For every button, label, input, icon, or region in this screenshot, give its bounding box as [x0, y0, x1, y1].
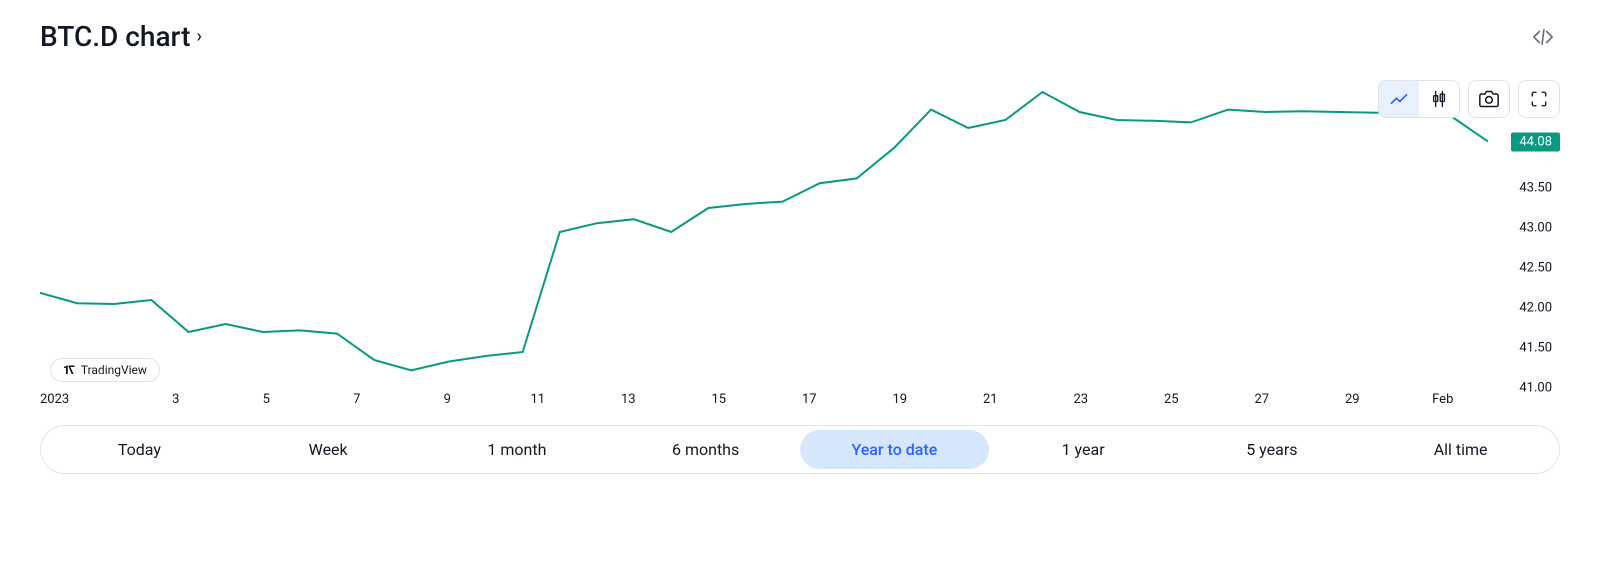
range-year-to-date[interactable]: Year to date: [800, 430, 989, 469]
range-week[interactable]: Week: [234, 430, 423, 469]
embed-code-icon[interactable]: [1526, 20, 1560, 58]
x-tick: 13: [583, 392, 674, 407]
range-1-month[interactable]: 1 month: [423, 430, 612, 469]
x-tick: 19: [855, 392, 946, 407]
tradingview-attribution[interactable]: 17 TradingView: [50, 358, 160, 382]
x-tick: 9: [402, 392, 493, 407]
chevron-right-icon: ›: [196, 26, 201, 47]
time-range-selector: TodayWeek1 month6 monthsYear to date1 ye…: [40, 425, 1560, 474]
x-axis: 2023357911131517192123252729Feb: [40, 392, 1560, 407]
x-tick: Feb: [1398, 392, 1489, 407]
chart-toolbar: [1378, 80, 1560, 118]
x-tick: 15: [674, 392, 765, 407]
tradingview-label: TradingView: [81, 363, 147, 377]
chart-type-group: [1378, 80, 1460, 118]
x-tick: 11: [493, 392, 584, 407]
y-tick: 42.00: [1488, 301, 1560, 316]
range-5-years[interactable]: 5 years: [1178, 430, 1367, 469]
chart-title-text: BTC.D chart: [40, 20, 190, 53]
y-tick: 43.50: [1488, 181, 1560, 196]
fullscreen-button[interactable]: [1518, 80, 1560, 118]
line-chart-button[interactable]: [1379, 81, 1419, 117]
range-all-time[interactable]: All time: [1366, 430, 1555, 469]
chart-title[interactable]: BTC.D chart ›: [40, 20, 202, 53]
y-axis: 44.5044.0043.5043.0042.5042.0041.5041.00…: [1488, 88, 1560, 388]
chart-container: 17 TradingView 44.5044.0043.5043.0042.50…: [40, 88, 1560, 388]
snapshot-button[interactable]: [1468, 80, 1510, 118]
x-tick: 23: [1036, 392, 1127, 407]
x-tick: 5: [221, 392, 312, 407]
range-today[interactable]: Today: [45, 430, 234, 469]
range-6-months[interactable]: 6 months: [611, 430, 800, 469]
x-tick: 17: [764, 392, 855, 407]
x-tick: 29: [1307, 392, 1398, 407]
range-1-year[interactable]: 1 year: [989, 430, 1178, 469]
x-tick: 25: [1126, 392, 1217, 407]
x-tick: 3: [131, 392, 222, 407]
x-tick: 21: [945, 392, 1036, 407]
y-tick: 41.00: [1488, 381, 1560, 396]
x-tick: 7: [312, 392, 403, 407]
y-tick: 42.50: [1488, 261, 1560, 276]
y-tick: 41.50: [1488, 341, 1560, 356]
tradingview-logo-icon: 17: [63, 363, 75, 377]
current-value-badge: 44.08: [1511, 132, 1560, 151]
x-tick: 27: [1217, 392, 1308, 407]
y-tick: 43.00: [1488, 221, 1560, 236]
x-tick: 2023: [40, 392, 131, 407]
candlestick-chart-button[interactable]: [1419, 81, 1459, 117]
chart-plot-area[interactable]: 17 TradingView: [40, 88, 1488, 388]
